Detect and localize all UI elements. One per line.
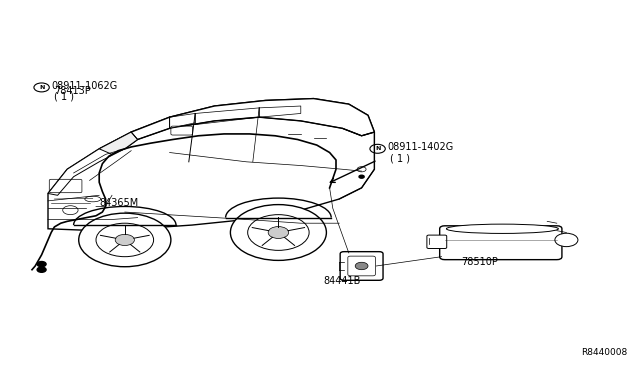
Circle shape xyxy=(37,262,46,267)
Text: 78510P: 78510P xyxy=(461,257,499,267)
Polygon shape xyxy=(48,132,131,195)
Text: ( 1 ): ( 1 ) xyxy=(390,153,410,163)
Circle shape xyxy=(555,233,578,247)
FancyBboxPatch shape xyxy=(171,126,193,135)
Ellipse shape xyxy=(447,224,559,234)
Text: N: N xyxy=(375,146,380,151)
Circle shape xyxy=(79,213,171,267)
Circle shape xyxy=(230,205,326,260)
FancyBboxPatch shape xyxy=(340,251,383,280)
Text: R8440008: R8440008 xyxy=(581,348,627,357)
Circle shape xyxy=(115,234,134,246)
Circle shape xyxy=(37,267,46,272)
Text: 78413P: 78413P xyxy=(54,86,91,96)
Circle shape xyxy=(355,262,368,270)
Text: 08911-1062G: 08911-1062G xyxy=(51,81,118,90)
Text: 84365M: 84365M xyxy=(99,198,138,208)
Polygon shape xyxy=(125,99,374,149)
Text: N: N xyxy=(39,85,44,90)
Text: 08911-1402G: 08911-1402G xyxy=(387,142,454,152)
FancyBboxPatch shape xyxy=(427,235,447,248)
Circle shape xyxy=(359,175,364,178)
Polygon shape xyxy=(99,132,138,154)
Text: ( 1 ): ( 1 ) xyxy=(54,92,74,102)
FancyBboxPatch shape xyxy=(440,226,562,260)
Circle shape xyxy=(268,227,289,238)
Text: 84441B: 84441B xyxy=(324,276,361,286)
